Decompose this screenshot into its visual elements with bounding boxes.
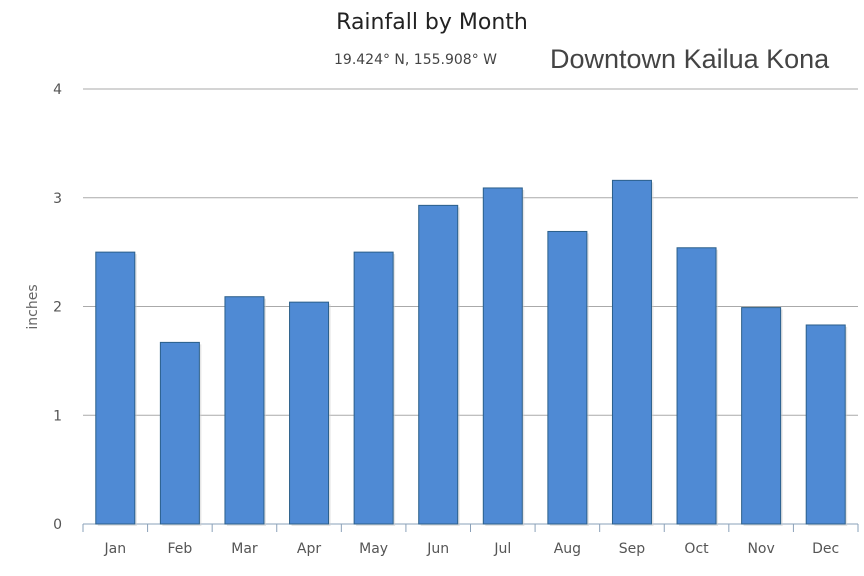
x-tick-label: Oct xyxy=(684,541,709,557)
x-tick-label: May xyxy=(359,541,388,557)
location-annotation: Downtown Kailua Kona xyxy=(550,44,830,74)
x-tick-label: Feb xyxy=(167,541,192,557)
bar-mar[interactable] xyxy=(224,296,265,525)
bar-feb[interactable] xyxy=(159,341,200,525)
x-tick-label: Sep xyxy=(619,541,646,557)
bar-nov[interactable] xyxy=(741,307,782,525)
chart-title: Rainfall by Month xyxy=(336,10,528,35)
y-tick-label: 3 xyxy=(53,191,62,207)
x-tick-label: Jun xyxy=(426,541,449,557)
y-tick-label: 0 xyxy=(53,517,62,533)
bar-jul[interactable] xyxy=(482,187,523,525)
x-tick-label: Jan xyxy=(103,541,126,557)
y-tick-label: 4 xyxy=(53,82,62,98)
bar-dec[interactable] xyxy=(805,324,846,525)
chart-subtitle: 19.424° N, 155.908° W xyxy=(334,52,497,68)
x-tick-label: Dec xyxy=(812,541,839,557)
x-tick-label: Jul xyxy=(493,541,511,557)
y-tick-label: 2 xyxy=(53,300,62,316)
y-tick-label: 1 xyxy=(53,408,62,424)
bar-jan[interactable] xyxy=(95,251,136,525)
x-tick-label: Nov xyxy=(747,541,774,557)
x-tick-label: Aug xyxy=(554,541,581,557)
bar-oct[interactable] xyxy=(676,247,717,525)
bar-apr[interactable] xyxy=(289,301,330,525)
bar-sep[interactable] xyxy=(611,179,652,525)
bar-may[interactable] xyxy=(353,251,394,525)
bar-aug[interactable] xyxy=(547,230,588,525)
bar-jun[interactable] xyxy=(418,204,459,525)
y-axis-label: inches xyxy=(25,284,41,329)
x-tick-label: Apr xyxy=(297,541,321,557)
x-tick-label: Mar xyxy=(231,541,258,557)
